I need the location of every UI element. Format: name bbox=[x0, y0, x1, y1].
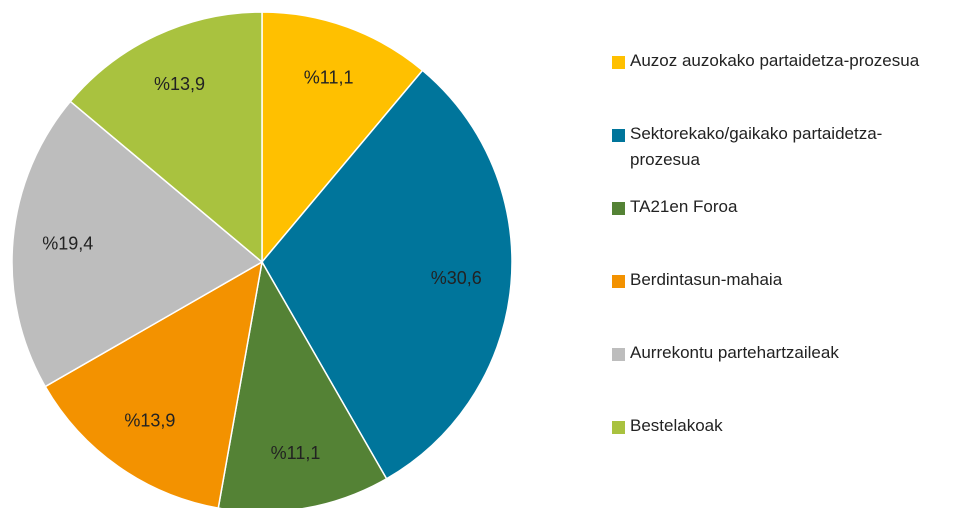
pie-slice bbox=[11, 100, 264, 388]
chart: %11,1 %30,6 %11,1 %13,9 %19,4 %13,9 bbox=[11, 11, 513, 508]
data-label: %11,1 bbox=[271, 443, 321, 463]
legend-item: Sektorekako/gaikako partaidetza-prozesua bbox=[612, 124, 952, 198]
legend-swatch bbox=[612, 56, 625, 69]
pie-slice bbox=[261, 11, 424, 265]
pie-slice bbox=[69, 11, 263, 264]
legend-swatch bbox=[612, 275, 625, 288]
legend-label: Bestelakoak bbox=[630, 416, 723, 435]
data-label: %19,4 bbox=[42, 234, 93, 254]
legend-label: TA21en Foroa bbox=[630, 197, 738, 216]
data-label: %13,9 bbox=[154, 74, 205, 94]
legend-label: Berdintasun-mahaia bbox=[630, 270, 783, 289]
data-label: %11,1 bbox=[304, 67, 354, 87]
legend-label: Sektorekako/gaikako partaidetza-prozesua bbox=[630, 124, 883, 169]
legend-label: Aurrekontu partehartzaileak bbox=[630, 343, 839, 362]
pie-slice bbox=[44, 260, 264, 508]
legend: Auzoz auzokako partaidetza-prozesua Sekto… bbox=[612, 51, 952, 490]
legend-swatch bbox=[612, 421, 625, 434]
legend-label: Auzoz auzokako partaidetza-prozesua bbox=[630, 51, 920, 70]
legend-swatch bbox=[612, 348, 625, 361]
legend-item: Auzoz auzokako partaidetza-prozesua bbox=[612, 51, 952, 125]
pie-slice bbox=[217, 259, 388, 508]
data-label: %13,9 bbox=[124, 410, 175, 430]
pie-slice bbox=[261, 69, 513, 480]
legend-item: TA21en Foroa bbox=[612, 197, 952, 271]
data-label: %30,6 bbox=[431, 268, 482, 288]
legend-swatch bbox=[612, 129, 625, 142]
legend-item: Bestelakoak bbox=[612, 416, 952, 490]
legend-item: Berdintasun-mahaia bbox=[612, 270, 952, 344]
legend-swatch bbox=[612, 202, 625, 215]
legend-item: Aurrekontu partehartzaileak bbox=[612, 343, 952, 417]
